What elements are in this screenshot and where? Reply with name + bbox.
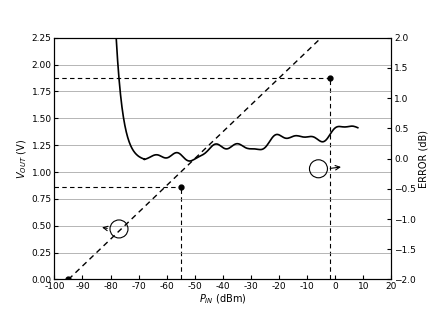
Y-axis label: $V_{OUT}$ (V): $V_{OUT}$ (V) <box>15 138 29 179</box>
X-axis label: $P_{IN}$ (dBm): $P_{IN}$ (dBm) <box>199 293 246 306</box>
Y-axis label: ERROR (dB): ERROR (dB) <box>418 130 428 187</box>
